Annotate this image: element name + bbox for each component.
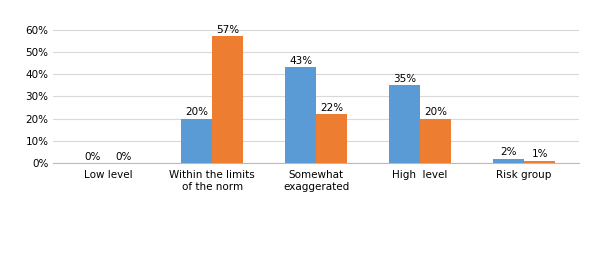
Text: 0%: 0% (85, 151, 101, 161)
Text: 2%: 2% (500, 147, 517, 157)
Text: 22%: 22% (320, 103, 343, 113)
Text: 35%: 35% (393, 74, 416, 84)
Text: 43%: 43% (289, 56, 312, 66)
Text: 20%: 20% (424, 107, 447, 117)
Bar (389, 85, 420, 163)
Text: 57%: 57% (216, 25, 239, 35)
Bar (493, 159, 524, 163)
Text: 20%: 20% (185, 107, 208, 117)
Bar (316, 114, 348, 163)
Text: 1%: 1% (531, 149, 548, 159)
Bar (285, 67, 316, 163)
Bar (524, 161, 556, 163)
Bar (420, 119, 452, 163)
Bar (212, 36, 243, 163)
Bar (181, 119, 212, 163)
Text: 0%: 0% (116, 151, 132, 161)
